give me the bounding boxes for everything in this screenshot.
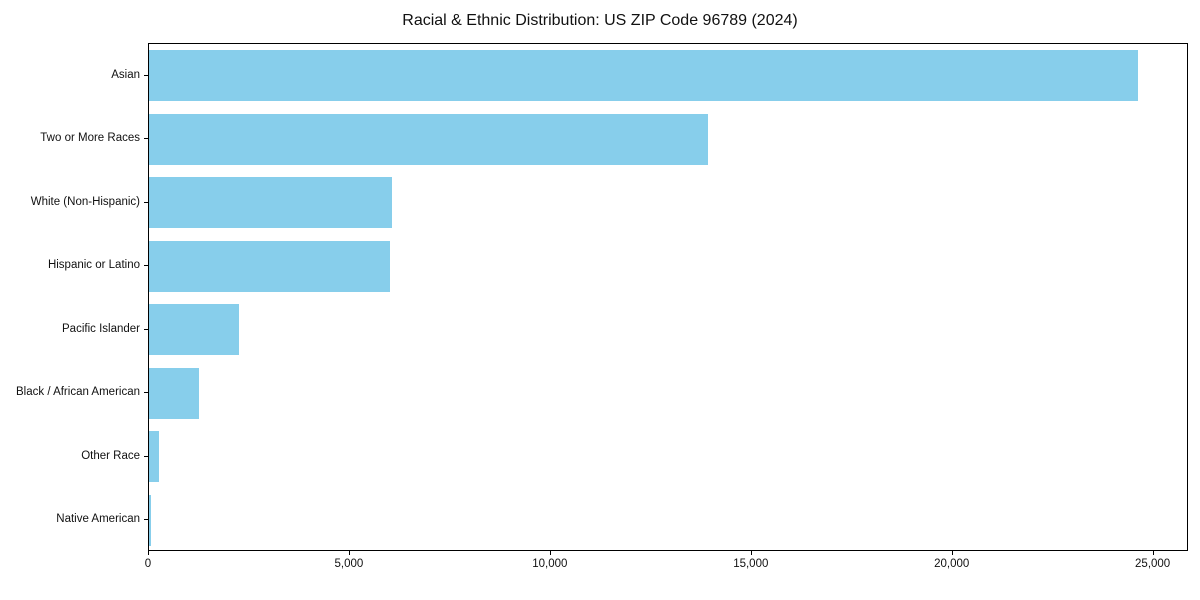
y-tick-label: Native American bbox=[56, 513, 140, 526]
y-tick-mark bbox=[144, 265, 148, 267]
y-tick-label: Two or More Races bbox=[40, 132, 140, 145]
x-tick-mark bbox=[148, 551, 149, 555]
y-tick-label: Asian bbox=[111, 68, 140, 81]
bar-native-american bbox=[149, 494, 151, 546]
x-tick-label: 5,000 bbox=[334, 558, 364, 570]
y-tick-label: White (Non-Hispanic) bbox=[30, 195, 140, 208]
x-tick-mark bbox=[1152, 551, 1154, 555]
y-tick-label: Other Race bbox=[81, 449, 140, 462]
bar-black-african-american bbox=[149, 367, 200, 419]
y-tick-label: Pacific Islander bbox=[62, 322, 140, 335]
y-tick-label: Hispanic or Latino bbox=[47, 259, 140, 272]
x-tick-label: 0 bbox=[144, 558, 152, 570]
y-tick-mark bbox=[144, 328, 148, 330]
y-tick-mark bbox=[144, 138, 148, 140]
bar-white-non-hispanic- bbox=[149, 177, 393, 229]
x-tick-label: 15,000 bbox=[733, 558, 769, 570]
bar-pacific-islander bbox=[149, 304, 240, 356]
y-tick-mark bbox=[144, 74, 148, 76]
x-tick-mark bbox=[951, 551, 953, 555]
y-tick-label: Black / African American bbox=[16, 386, 140, 399]
y-tick-mark bbox=[144, 392, 148, 394]
bar-asian bbox=[149, 50, 1138, 102]
bar-two-or-more-races bbox=[149, 113, 708, 165]
x-tick-label: 10,000 bbox=[532, 558, 568, 570]
chart-title: Racial & Ethnic Distribution: US ZIP Cod… bbox=[402, 12, 798, 29]
y-tick-mark bbox=[144, 201, 148, 203]
x-tick-label: 25,000 bbox=[1135, 558, 1171, 570]
plot-area bbox=[148, 43, 1188, 551]
x-tick-mark bbox=[348, 551, 350, 555]
bar-hispanic-or-latino bbox=[149, 240, 391, 292]
x-tick-label: 20,000 bbox=[934, 558, 970, 570]
y-tick-mark bbox=[144, 455, 148, 457]
x-tick-mark bbox=[750, 551, 752, 555]
bar-other-race bbox=[149, 431, 160, 483]
y-tick-mark bbox=[144, 519, 148, 521]
x-tick-mark bbox=[549, 551, 551, 555]
